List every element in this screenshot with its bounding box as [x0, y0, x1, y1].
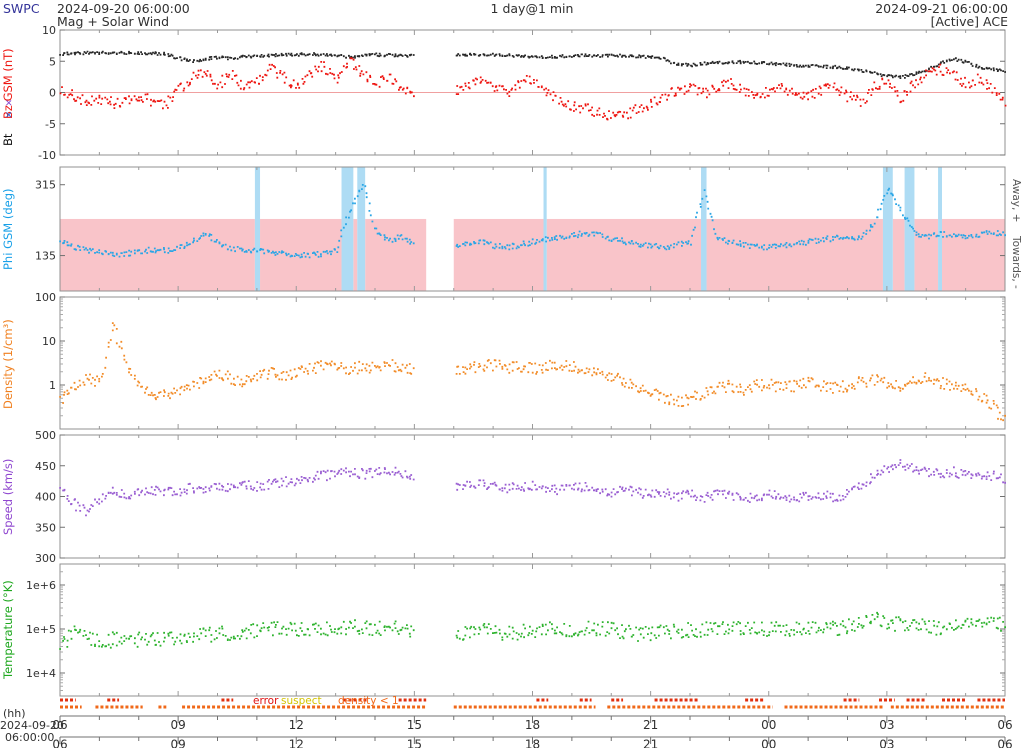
density-series-density — [59, 322, 1006, 422]
hours-axis-label: (hh) — [3, 707, 26, 720]
bx-symbol-icon: ✕ — [5, 99, 13, 109]
svg-text:03: 03 — [879, 718, 894, 732]
mag-series-bz-gsm — [59, 57, 1007, 121]
svg-text:00: 00 — [761, 718, 776, 732]
density-panel: 100 10 1 — [35, 291, 1006, 430]
density-axis-label: Density (1/cm³) — [1, 319, 15, 409]
svg-text:09: 09 — [170, 738, 185, 748]
svg-text:06: 06 — [997, 738, 1012, 748]
phi-series-phi-gsm — [59, 184, 1006, 259]
density-flag-label: density < 1 — [338, 695, 399, 707]
mag-series-bt — [59, 50, 1006, 79]
svg-text:00: 00 — [761, 738, 776, 748]
svg-text:10: 10 — [42, 335, 56, 348]
header-brand: SWPC — [3, 1, 40, 16]
bottom-start-time: 06:00:00 — [5, 731, 55, 744]
error-flag-label: error — [253, 695, 279, 707]
temperature-series-temperature — [59, 611, 1006, 650]
towards-sector-label: Towards, - — [1010, 235, 1022, 289]
svg-text:135: 135 — [35, 250, 56, 263]
svg-text:300: 300 — [35, 552, 56, 565]
svg-text:21: 21 — [643, 738, 658, 748]
svg-text:03: 03 — [879, 738, 894, 748]
bottom-start-date: 2024-09-20 — [0, 719, 64, 732]
suspect-flag-label: suspect — [281, 695, 322, 707]
header-start-datetime: 2024-09-20 06:00:00 — [57, 1, 190, 16]
svg-text:-5: -5 — [45, 118, 56, 131]
svg-text:10: 10 — [42, 24, 56, 37]
svg-text:18: 18 — [525, 738, 540, 748]
flags-strip — [60, 698, 1005, 709]
svg-text:450: 450 — [35, 460, 56, 473]
svg-text:06: 06 — [997, 718, 1012, 732]
svg-text:100: 100 — [35, 291, 56, 304]
svg-text:1e+5: 1e+5 — [26, 623, 56, 636]
speed-panel: 500 450 400 350 300 — [35, 429, 1006, 565]
phi-panel: 315 135 — [35, 166, 1006, 292]
svg-text:21: 21 — [643, 718, 658, 732]
svg-text:1: 1 — [49, 379, 56, 392]
svg-text:400: 400 — [35, 491, 56, 504]
svg-text:12: 12 — [289, 718, 304, 732]
speed-series-speed — [59, 459, 1006, 517]
svg-text:1e+4: 1e+4 — [26, 667, 56, 680]
svg-text:15: 15 — [407, 738, 422, 748]
header-status: [Active] ACE — [930, 14, 1008, 29]
svg-text:06: 06 — [52, 718, 67, 732]
temperature-panel: 1e+6 1e+5 1e+4 — [26, 563, 1006, 697]
svg-text:09: 09 — [170, 718, 185, 732]
time-ruler-secondary: 06 09 12 15 18 21 00 03 06 — [52, 736, 1013, 748]
temperature-axis-label: Temperature (°K) — [1, 580, 15, 680]
svg-text:18: 18 — [525, 718, 540, 732]
by-symbol-icon: ✕ — [5, 111, 13, 121]
svg-text:-10: -10 — [38, 149, 56, 162]
mag-panel: 10 5 0 -5 -10 — [38, 24, 1007, 162]
svg-text:12: 12 — [289, 738, 304, 748]
svg-text:315: 315 — [35, 179, 56, 192]
svg-text:350: 350 — [35, 521, 56, 534]
svg-text:0: 0 — [49, 87, 56, 100]
svg-text:1e+6: 1e+6 — [26, 579, 56, 592]
speed-axis-label: Speed (km/s) — [1, 458, 15, 536]
header-cadence: 1 day@1 min — [490, 1, 574, 16]
time-ruler-primary: 06 09 12 15 18 21 00 03 06 — [52, 715, 1013, 732]
svg-text:5: 5 — [49, 55, 56, 68]
bt-axis-label: Bt — [1, 133, 15, 147]
svg-text:06: 06 — [52, 738, 67, 748]
phi-axis-label: Phi GSM (deg) — [1, 188, 15, 270]
header-end-datetime: 2024-09-21 06:00:00 — [875, 1, 1008, 16]
svg-text:15: 15 — [407, 718, 422, 732]
header-subtitle: Mag + Solar Wind — [57, 14, 170, 29]
away-sector-label: Away, + — [1010, 179, 1022, 223]
svg-text:500: 500 — [35, 429, 56, 442]
